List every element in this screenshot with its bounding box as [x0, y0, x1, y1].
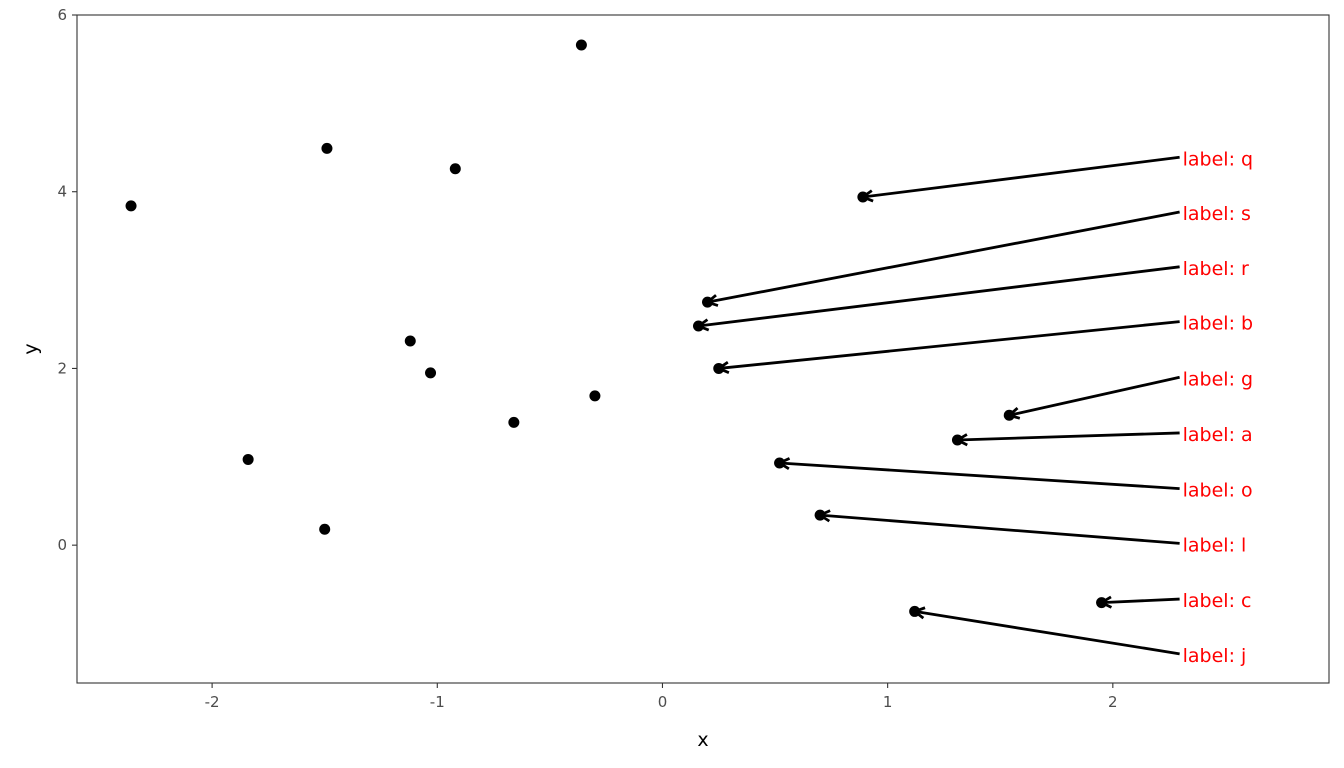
label-connector	[698, 265, 1180, 328]
data-point	[814, 509, 826, 521]
data-point	[125, 200, 137, 212]
point-label: label: l	[1183, 534, 1247, 556]
x-tick-label: -1	[430, 693, 445, 711]
data-point	[425, 367, 437, 379]
data-point	[575, 39, 587, 51]
data-point	[713, 362, 725, 374]
point-label: label: a	[1183, 424, 1253, 446]
point-label: label: s	[1183, 203, 1251, 225]
data-point	[857, 191, 869, 203]
label-connector	[862, 155, 1180, 199]
label-connector	[914, 610, 1180, 656]
data-point	[321, 142, 333, 154]
data-point	[404, 335, 416, 347]
y-tick-label: 0	[57, 536, 67, 554]
point-label: label: r	[1183, 258, 1249, 280]
data-point	[702, 296, 714, 308]
x-tick-label: 2	[1108, 693, 1118, 711]
data-point	[242, 453, 254, 465]
data-point	[589, 390, 601, 402]
label-connector	[1008, 375, 1180, 417]
data-point	[692, 320, 704, 332]
label-connector	[718, 320, 1180, 370]
point-label: label: j	[1183, 645, 1247, 667]
y-axis-title: y	[20, 343, 42, 354]
point-label: label: c	[1183, 590, 1252, 612]
point-label: label: g	[1183, 368, 1253, 390]
x-axis-title: x	[697, 729, 708, 751]
label-connector	[707, 210, 1180, 304]
x-tick-label: 0	[658, 693, 668, 711]
plot-panel	[76, 14, 1330, 684]
label-connector	[957, 431, 1180, 442]
data-point	[1003, 409, 1015, 421]
y-tick-label: 2	[57, 359, 67, 377]
data-point	[508, 416, 520, 428]
label-connector	[779, 461, 1180, 491]
x-tick-label: -2	[205, 693, 220, 711]
label-connector	[819, 513, 1180, 545]
label-connector	[1101, 597, 1180, 604]
data-point	[951, 434, 963, 446]
point-label: label: o	[1183, 480, 1253, 502]
data-point	[319, 523, 331, 535]
data-point	[774, 457, 786, 469]
point-label: label: b	[1183, 313, 1253, 335]
data-point	[1096, 597, 1108, 609]
y-tick-label: 4	[57, 183, 67, 201]
data-point	[909, 605, 921, 617]
y-tick-label: 6	[57, 6, 67, 24]
point-label: label: q	[1183, 148, 1253, 170]
x-tick-label: 1	[883, 693, 893, 711]
data-point	[449, 163, 461, 175]
